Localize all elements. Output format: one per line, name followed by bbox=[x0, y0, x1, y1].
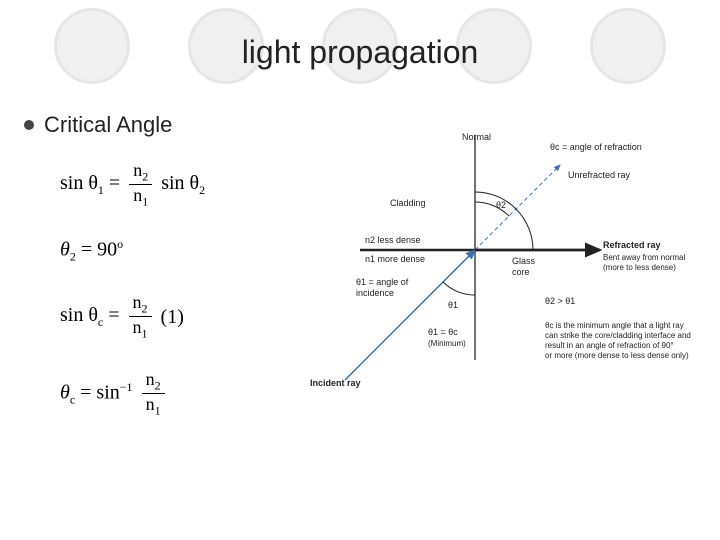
bullet-row: Critical Angle bbox=[24, 112, 172, 138]
label-theta2-gt: θ2 > θ1 bbox=[545, 296, 575, 306]
label-bent1: Bent away from normal bbox=[603, 253, 685, 262]
label-note2: can strike the core/cladding interface a… bbox=[545, 331, 691, 340]
label-cladding: Cladding bbox=[390, 198, 426, 208]
bullet-text: Critical Angle bbox=[44, 112, 172, 138]
label-theta2: θ2 bbox=[496, 200, 506, 210]
label-angle-refraction: θc = angle of refraction bbox=[550, 142, 642, 152]
equation-1: sin θ1 = n2 n1 sin θ2 bbox=[60, 160, 260, 209]
unrefracted-ray bbox=[475, 165, 560, 250]
label-incident-ray: Incident ray bbox=[310, 378, 361, 388]
label-unrefracted: Unrefracted ray bbox=[568, 170, 631, 180]
label-theta1-thetac: θ1 = θc bbox=[428, 327, 458, 337]
bullet-icon bbox=[24, 120, 34, 130]
equation-2: θ2 = 90o bbox=[60, 237, 260, 264]
equation-4: θc = sin−1 n2 n1 bbox=[60, 369, 260, 418]
label-theta1: θ1 bbox=[448, 300, 458, 310]
label-glass: Glass bbox=[512, 256, 536, 266]
label-n2-less: n2 less dense bbox=[365, 235, 421, 245]
label-normal: Normal bbox=[462, 132, 491, 142]
label-minimum: (Minimum) bbox=[428, 339, 466, 348]
label-incidence: incidence bbox=[356, 288, 394, 298]
incident-ray bbox=[345, 250, 475, 380]
page-title: light propagation bbox=[0, 34, 720, 71]
label-n1-more: n1 more dense bbox=[365, 254, 425, 264]
label-bent2: (more to less dense) bbox=[603, 263, 676, 272]
equations-block: sin θ1 = n2 n1 sin θ2 θ2 = 90o sin θc = … bbox=[60, 160, 260, 446]
label-note1: θc is the minimum angle that a light ray bbox=[545, 321, 684, 330]
label-core: core bbox=[512, 267, 530, 277]
label-note4: or more (more dense to less dense only) bbox=[545, 351, 689, 360]
equation-3: sin θc = n2 n1 (1) bbox=[60, 292, 260, 341]
critical-angle-diagram: Normal θ2 θ1 θc = angle of refraction Un… bbox=[300, 130, 705, 480]
theta1-arc bbox=[443, 282, 475, 295]
label-note3: result in an angle of refraction of 90° bbox=[545, 341, 674, 350]
label-refracted: Refracted ray bbox=[603, 240, 661, 250]
label-theta1-ang: θ1 = angle of bbox=[356, 277, 409, 287]
